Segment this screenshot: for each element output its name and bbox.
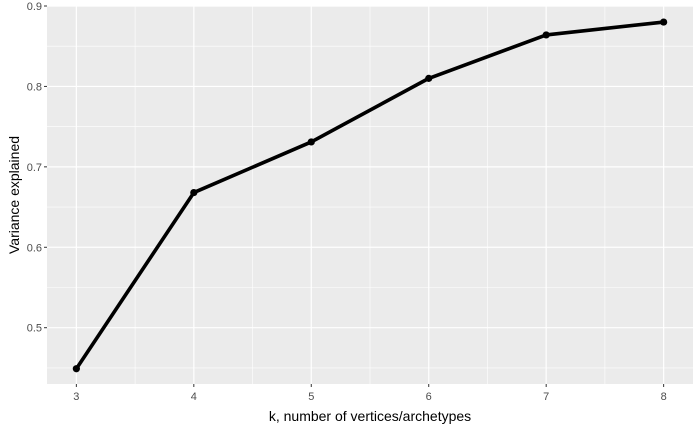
data-point (425, 74, 433, 82)
y-tick-label: 0.7 (27, 162, 42, 174)
data-point (542, 31, 550, 39)
y-tick-label: 0.5 (27, 323, 42, 335)
x-tick-label: 8 (661, 391, 667, 403)
y-tick-label: 0.6 (27, 242, 42, 254)
data-point (307, 138, 315, 146)
x-axis-title: k, number of vertices/archetypes (269, 408, 471, 424)
series-line (74, 20, 666, 371)
x-tick-label: 6 (426, 391, 432, 403)
y-axis-title: Variance explained (6, 136, 22, 254)
x-tick-label: 5 (308, 391, 314, 403)
major-gridlines (47, 5, 693, 384)
data-point (72, 365, 80, 373)
x-tick-label: 7 (543, 391, 549, 403)
series-group (72, 18, 668, 373)
y-tick-label: 0.9 (27, 1, 42, 13)
x-tick-label: 3 (73, 391, 79, 403)
data-point (190, 188, 198, 197)
x-tick-label: 4 (191, 391, 197, 403)
minor-gridlines (47, 6, 693, 384)
axis-ticks (44, 5, 665, 387)
data-point (660, 18, 668, 26)
tick-labels: 3 4 5 6 7 8 0.5 0.6 0.7 0.8 0.9 (27, 1, 667, 403)
y-tick-label: 0.8 (27, 81, 42, 93)
